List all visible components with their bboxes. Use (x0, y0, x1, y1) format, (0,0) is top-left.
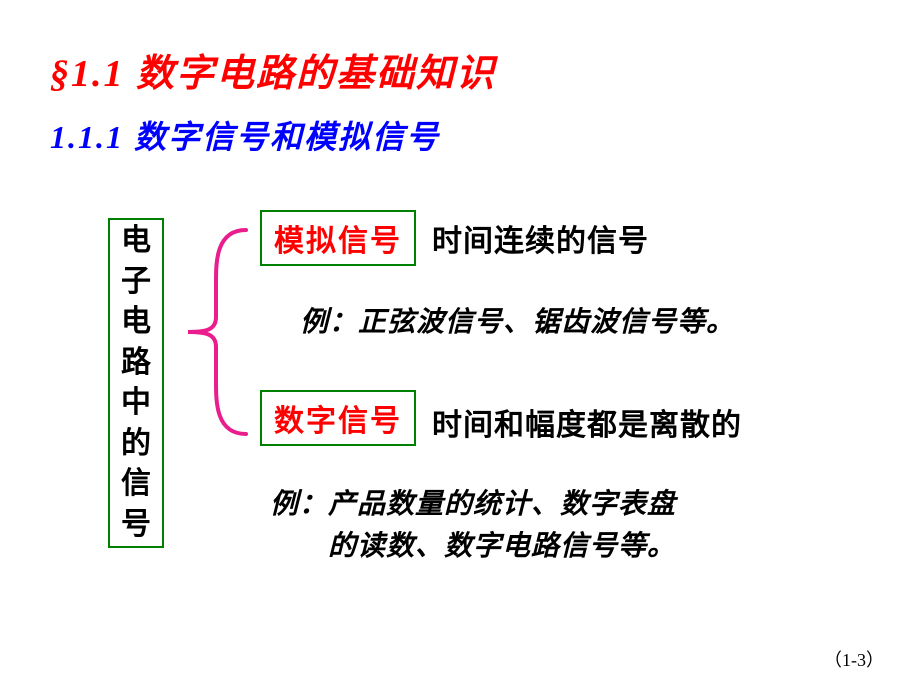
vchar: 号 (121, 505, 151, 546)
vchar: 电 (121, 221, 151, 262)
analog-desc: 时间连续的信号 (432, 216, 649, 260)
analog-signal-box: 模拟信号 (260, 210, 416, 266)
vchar: 电 (121, 302, 151, 343)
main-title: §1.1 数字电路的基础知识 (50, 42, 496, 97)
digital-signal-box: 数字信号 (260, 390, 416, 446)
vchar: 的 (121, 424, 151, 465)
page-number: （1-3） (824, 646, 884, 672)
sub-title: 1.1.1 数字信号和模拟信号 (50, 112, 440, 158)
digital-example: 例：产品数量的统计、数字表盘 的读数、数字电路信号等。 (270, 484, 676, 568)
vchar: 路 (121, 343, 151, 384)
brace-icon (176, 222, 254, 442)
vchar: 信 (121, 464, 151, 505)
digital-example-line1: 例：产品数量的统计、数字表盘 (270, 484, 676, 526)
vchar: 子 (121, 262, 151, 303)
vertical-category-box: 电 子 电 路 中 的 信 号 (108, 218, 164, 548)
digital-desc: 时间和幅度都是离散的 (432, 400, 742, 444)
digital-example-line2: 的读数、数字电路信号等。 (270, 526, 676, 568)
vchar: 中 (121, 383, 151, 424)
analog-example: 例：正弦波信号、锯齿波信号等。 (300, 302, 735, 344)
